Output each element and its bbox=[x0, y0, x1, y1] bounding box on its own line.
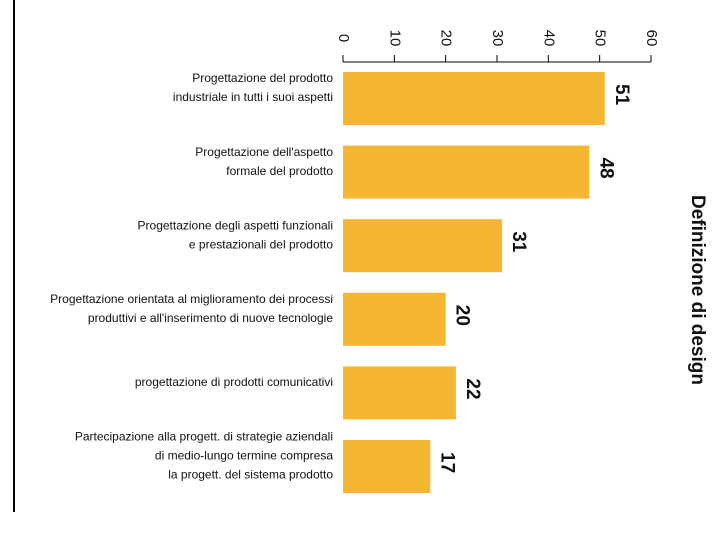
category-label: la progett. del sistema prodotto bbox=[168, 468, 333, 482]
category-label: di medio-lungo termine compresa bbox=[155, 449, 333, 463]
x-tick-label: 40 bbox=[540, 30, 557, 47]
x-tick-label: 60 bbox=[643, 30, 660, 47]
value-label: 17 bbox=[436, 452, 457, 473]
category-label: formale del prodotto bbox=[226, 164, 333, 178]
category-label: industriale in tutti i suoi aspetti bbox=[173, 90, 333, 104]
category-label: Partecipazione alla progett. di strategi… bbox=[75, 430, 333, 444]
value-label: 31 bbox=[508, 231, 529, 253]
x-tick-label: 30 bbox=[489, 30, 506, 47]
category-label: progettazione di prodotti comunicativi bbox=[135, 375, 333, 389]
x-tick-label: 20 bbox=[438, 30, 455, 47]
category-label: Progettazione del prodotto bbox=[192, 71, 333, 85]
value-label: 48 bbox=[595, 158, 616, 179]
bar bbox=[343, 440, 431, 493]
x-tick-label: 50 bbox=[592, 30, 609, 47]
category-label: Progettazione orientata al miglioramento… bbox=[50, 292, 333, 306]
value-label: 22 bbox=[462, 378, 483, 399]
bar bbox=[343, 72, 605, 125]
category-label: e prestazionali del prodotto bbox=[189, 237, 333, 251]
value-label: 20 bbox=[452, 305, 473, 326]
bar bbox=[343, 145, 590, 199]
value-label: 51 bbox=[611, 84, 632, 106]
chart-title: Definizione di design bbox=[687, 195, 708, 385]
x-tick-label: 0 bbox=[335, 34, 352, 42]
bar bbox=[343, 292, 446, 346]
category-label: Progettazione degli aspetti funzionali bbox=[138, 218, 333, 232]
category-label: Progettazione dell'aspetto bbox=[195, 145, 333, 159]
category-label: produttivi e all'inserimento di nuove te… bbox=[88, 311, 333, 325]
x-tick-label: 10 bbox=[386, 30, 403, 47]
bar bbox=[343, 219, 503, 273]
bar bbox=[343, 366, 456, 420]
